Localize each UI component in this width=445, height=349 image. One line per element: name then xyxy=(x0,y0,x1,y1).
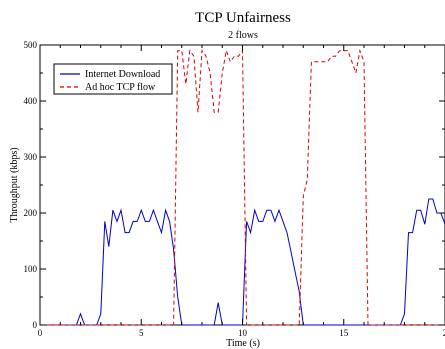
y-tick-label: 200 xyxy=(24,208,38,218)
legend: Internet Download Ad hoc TCP flow xyxy=(53,63,173,95)
x-tick-label: 5 xyxy=(139,328,144,338)
y-axis-label: Throughput (kbps) xyxy=(9,147,20,222)
y-tick-label: 300 xyxy=(24,152,38,162)
legend-box xyxy=(53,63,173,95)
series-layer xyxy=(40,48,445,326)
x-tick-label: 0 xyxy=(38,328,43,338)
series-line-ad-hoc-tcp-flow xyxy=(40,48,445,326)
y-tick-label: 400 xyxy=(24,96,38,106)
legend-label-internet-download: Internet Download xyxy=(85,69,160,80)
y-tick-label: 0 xyxy=(33,320,38,330)
chart-subtitle: 2 flows xyxy=(228,30,258,41)
y-tick-label: 100 xyxy=(24,264,38,274)
y-tick-label: 500 xyxy=(24,40,38,50)
x-tick-label: 10 xyxy=(238,328,248,338)
x-tick-label: 2 xyxy=(443,328,445,338)
x-tick-label: 15 xyxy=(339,328,349,338)
legend-label-ad-hoc-tcp-flow: Ad hoc TCP flow xyxy=(85,82,156,93)
chart-title: TCP Unfairness xyxy=(195,10,291,26)
x-axis-label: Time (s) xyxy=(226,338,260,349)
series-line-internet-download xyxy=(40,198,445,326)
